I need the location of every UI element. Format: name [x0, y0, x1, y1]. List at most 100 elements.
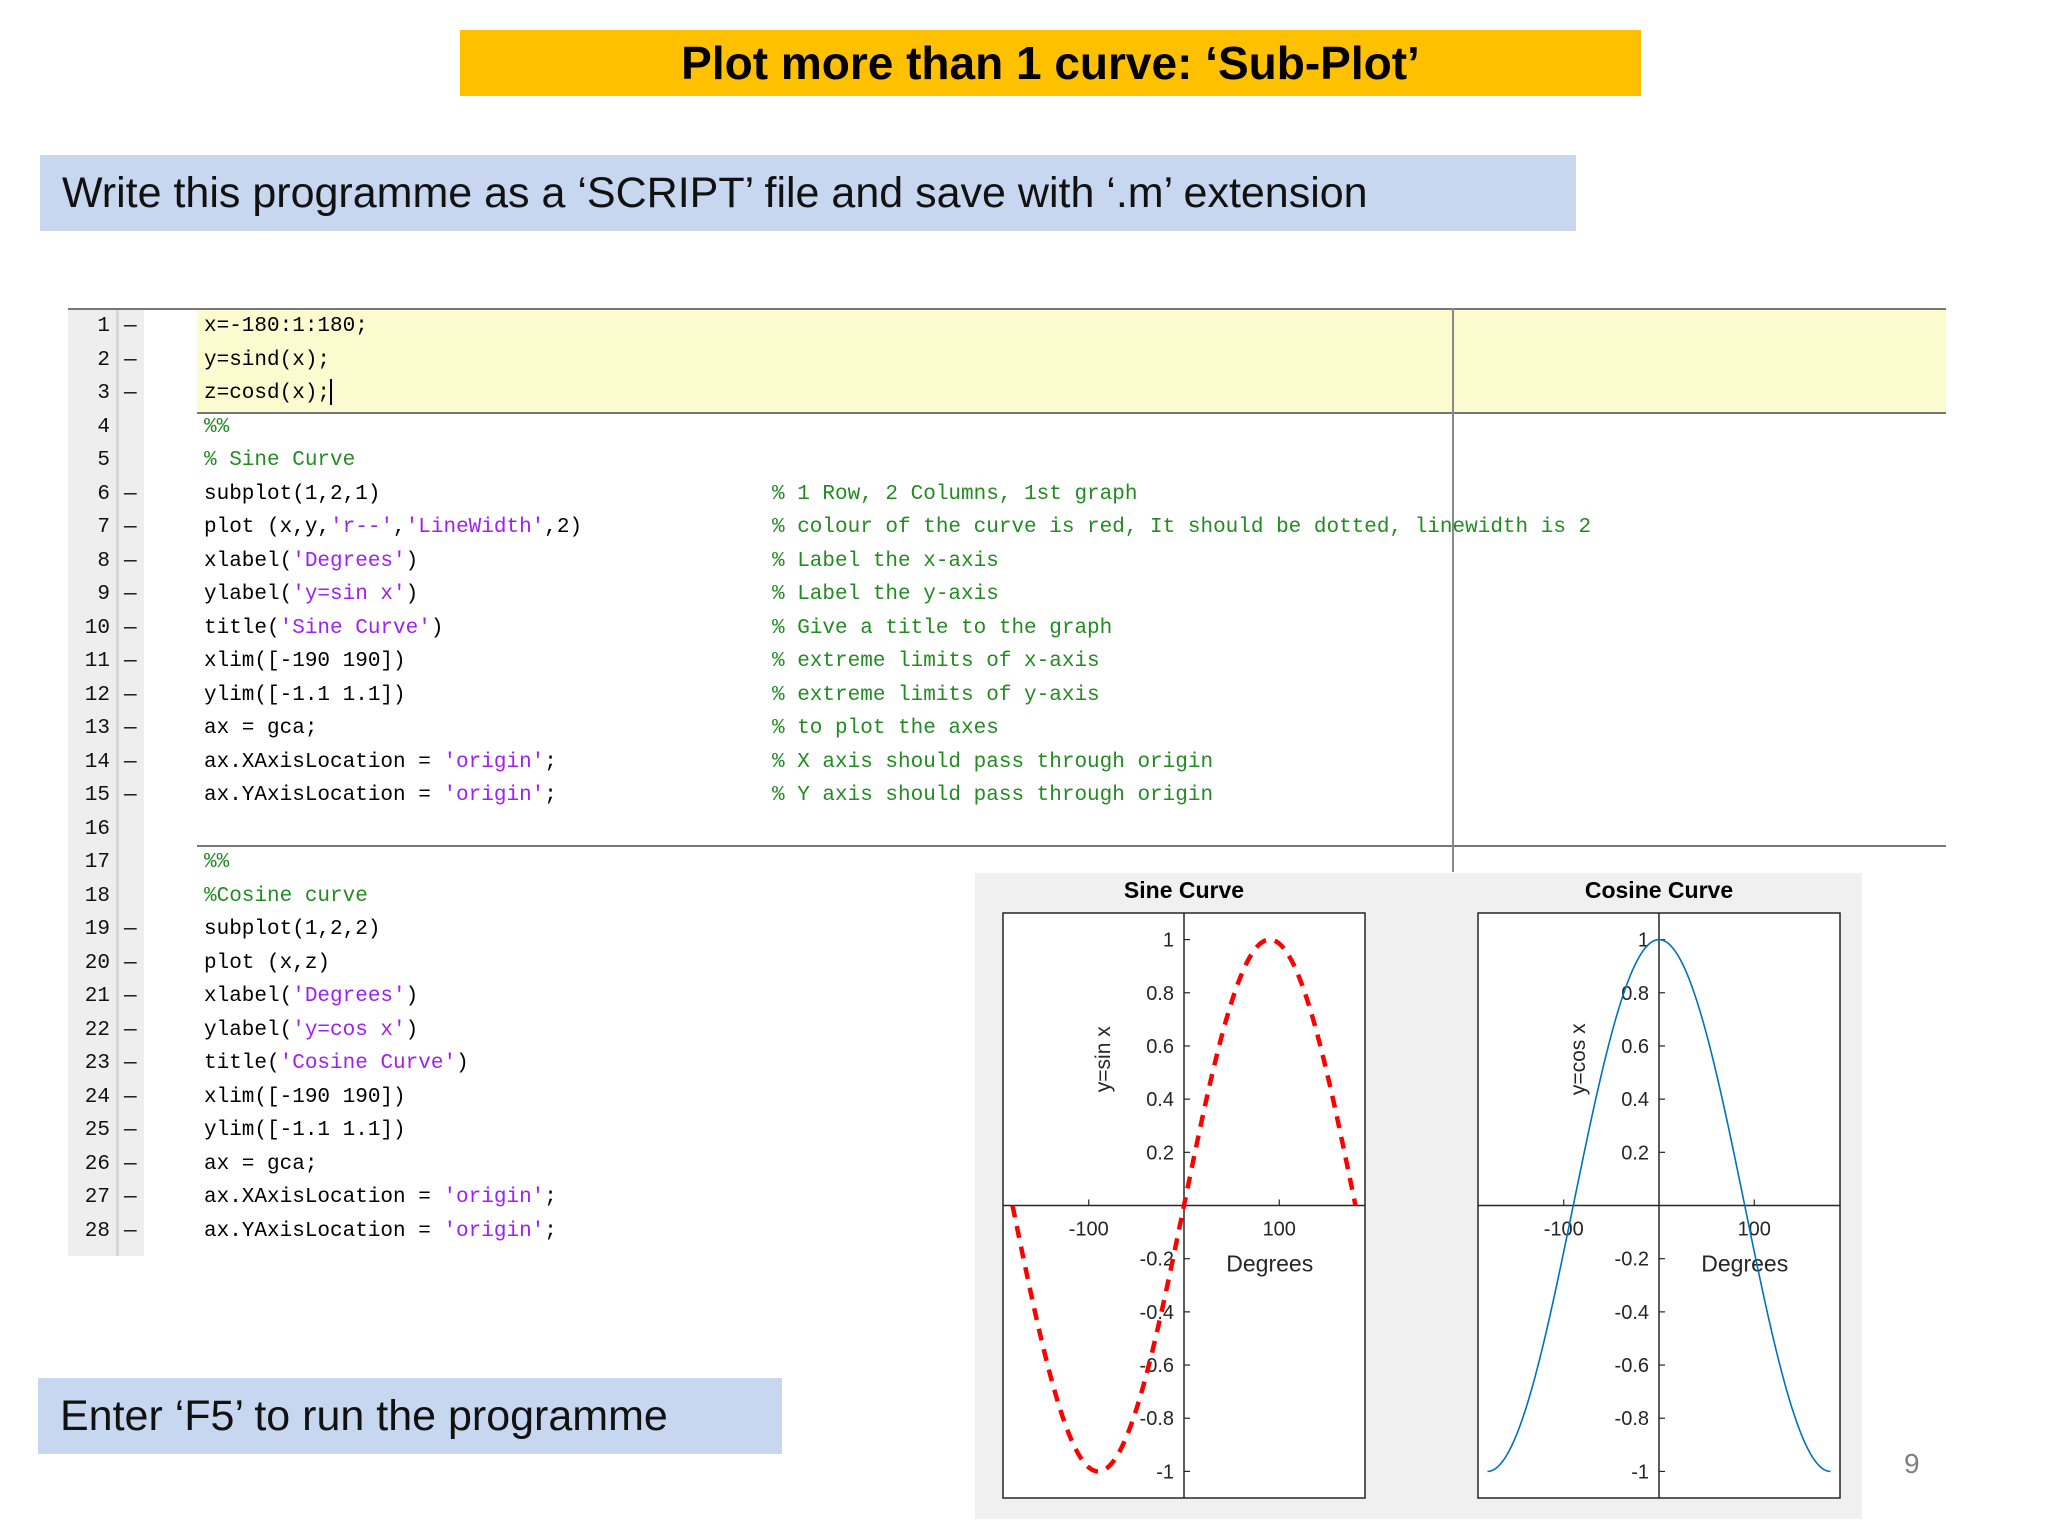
code-line[interactable]: 8 — xlabel('Degrees') % Label the x-axis: [68, 545, 1946, 579]
code-line[interactable]: 17%%: [68, 846, 1946, 880]
line-number: 2: [97, 348, 110, 372]
code-line[interactable]: 14 — ax.XAxisLocation = 'origin'; % X axis …: [68, 746, 1946, 780]
breakpoint-marker[interactable]: —: [124, 382, 137, 405]
line-number: 3: [97, 382, 110, 405]
breakpoint-marker[interactable]: —: [124, 717, 137, 740]
right-margin-line: [1452, 308, 1454, 872]
breakpoint-marker[interactable]: —: [124, 1018, 137, 1042]
line-number: 23: [84, 1052, 110, 1075]
breakpoint-marker[interactable]: —: [124, 482, 137, 506]
code-text: y=sind(x);: [204, 348, 331, 372]
line-number: 6: [97, 482, 110, 506]
breakpoint-marker[interactable]: —: [124, 650, 137, 673]
code-line[interactable]: 7 — plot (x,y,'r--','LineWidth',2) % colour…: [68, 511, 1946, 545]
y-tick-label: -0.2: [1615, 1249, 1649, 1271]
code-line[interactable]: 13 — ax = gca; % to plot the axes: [68, 712, 1946, 746]
y-tick-label: -0.6: [1140, 1355, 1174, 1377]
y-tick-label: 0.4: [1146, 1089, 1174, 1111]
code-line[interactable]: 9 — ylabel('y=sin x') % Label the y-axis: [68, 578, 1946, 612]
y-tick-label: -0.8: [1615, 1408, 1649, 1430]
breakpoint-marker[interactable]: —: [124, 549, 137, 573]
breakpoint-marker[interactable]: —: [124, 1186, 137, 1209]
code-line[interactable]: 23 — title('Cosine Curve'): [68, 1047, 1946, 1081]
code-text: ax = gca;: [204, 717, 318, 740]
y-tick-label: 1: [1638, 930, 1649, 952]
code-line[interactable]: 11 — xlim([-190 190]) % extreme limits of x…: [68, 645, 1946, 679]
breakpoint-marker[interactable]: —: [124, 1152, 137, 1176]
code-text: ax.XAxisLocation = 'origin';: [204, 750, 557, 774]
breakpoint-marker[interactable]: —: [124, 750, 137, 774]
y-tick-label: 0.2: [1146, 1142, 1174, 1164]
code-line[interactable]: 1 — x=-180:1:180;: [68, 310, 1946, 344]
y-tick-label: 0.8: [1621, 983, 1649, 1005]
code-line[interactable]: 5 % Sine Curve: [68, 444, 1946, 478]
code-line[interactable]: 4%%: [68, 411, 1946, 445]
code-text: %Cosine curve: [204, 884, 368, 908]
code-line[interactable]: 16: [68, 813, 1946, 847]
breakpoint-marker[interactable]: —: [124, 1052, 137, 1075]
code-line[interactable]: 6 — subplot(1,2,1) % 1 Row, 2 Columns, 1st …: [68, 478, 1946, 512]
code-comment: % X axis should pass through origin: [772, 750, 1214, 774]
code-text: % Sine Curve: [204, 449, 356, 472]
y-tick-label: -1: [1156, 1461, 1174, 1483]
breakpoint-marker[interactable]: —: [124, 616, 137, 640]
code-line[interactable]: 26 — ax = gca;: [68, 1148, 1946, 1182]
line-number: 21: [84, 985, 110, 1008]
breakpoint-marker[interactable]: —: [124, 1119, 137, 1142]
y-tick-label: -0.4: [1615, 1302, 1649, 1324]
code-line[interactable]: 18 %Cosine curve: [68, 880, 1946, 914]
code-text: ax.YAxisLocation = 'origin';: [204, 784, 557, 807]
y-tick-label: 0.6: [1621, 1036, 1649, 1058]
code-text: x=-180:1:180;: [204, 315, 368, 338]
code-comment: % 1 Row, 2 Columns, 1st graph: [772, 482, 1138, 506]
chart-title: Sine Curve: [1124, 877, 1244, 903]
breakpoint-marker[interactable]: —: [124, 516, 137, 539]
line-number: 8: [97, 549, 110, 573]
breakpoint-marker[interactable]: —: [124, 683, 137, 707]
code-line[interactable]: 15 — ax.YAxisLocation = 'origin'; % Y axis …: [68, 779, 1946, 813]
code-text: ax = gca;: [204, 1152, 318, 1176]
code-comment: % extreme limits of x-axis: [772, 650, 1100, 673]
code-line[interactable]: 3 — z=cosd(x);: [68, 377, 1946, 411]
y-tick-label: 0.6: [1146, 1036, 1174, 1058]
editor-top-border: [68, 308, 1946, 310]
code-line[interactable]: 10 — title('Sine Curve') % Give a title to …: [68, 612, 1946, 646]
code-line[interactable]: 25 — ylim([-1.1 1.1]): [68, 1114, 1946, 1148]
breakpoint-marker[interactable]: —: [124, 784, 137, 807]
code-line[interactable]: 21 — xlabel('Degrees'): [68, 980, 1946, 1014]
code-line[interactable]: 28 — ax.YAxisLocation = 'origin';: [68, 1215, 1946, 1249]
breakpoint-marker[interactable]: —: [124, 951, 137, 975]
line-number: 16: [84, 817, 110, 841]
code-line[interactable]: 12 — ylim([-1.1 1.1]) % extreme limits of y…: [68, 679, 1946, 713]
breakpoint-marker[interactable]: —: [124, 315, 137, 338]
line-number: 14: [84, 750, 110, 774]
breakpoint-marker[interactable]: —: [124, 583, 137, 606]
line-number-gutter: [68, 308, 144, 1256]
code-line[interactable]: 2 — y=sind(x);: [68, 344, 1946, 378]
y-axis-label: y=cos x: [1567, 1023, 1590, 1095]
code-line[interactable]: 22 — ylabel('y=cos x'): [68, 1014, 1946, 1048]
breakpoint-marker[interactable]: —: [124, 985, 137, 1008]
breakpoint-marker[interactable]: —: [124, 348, 137, 372]
line-number: 1: [97, 315, 110, 338]
breakpoint-marker[interactable]: —: [124, 1219, 137, 1243]
code-line[interactable]: 20 — plot (x,z): [68, 947, 1946, 981]
code-text: ylabel('y=cos x'): [204, 1018, 419, 1042]
breakpoint-marker[interactable]: —: [124, 918, 137, 941]
code-text: %%: [204, 415, 230, 439]
breakpoint-marker[interactable]: —: [124, 1085, 137, 1109]
code-comment: % colour of the curve is red, It should …: [772, 516, 1592, 539]
code-line[interactable]: 24 — xlim([-190 190]): [68, 1081, 1946, 1115]
code-line[interactable]: 19 — subplot(1,2,2): [68, 913, 1946, 947]
line-number: 18: [84, 884, 110, 908]
line-number: 17: [84, 851, 110, 874]
code-comment: % to plot the axes: [772, 717, 999, 740]
active-cell-highlight: [197, 310, 1946, 412]
line-number: 10: [84, 616, 110, 640]
code-comment: % extreme limits of y-axis: [772, 683, 1100, 707]
code-comment: % Label the y-axis: [772, 583, 999, 606]
instruction-script-file: Write this programme as a ‘SCRIPT’ file …: [40, 155, 1576, 231]
code-line[interactable]: 27 — ax.XAxisLocation = 'origin';: [68, 1181, 1946, 1215]
line-number: 20: [84, 951, 110, 975]
code-text: ylim([-1.1 1.1]): [204, 1119, 406, 1142]
